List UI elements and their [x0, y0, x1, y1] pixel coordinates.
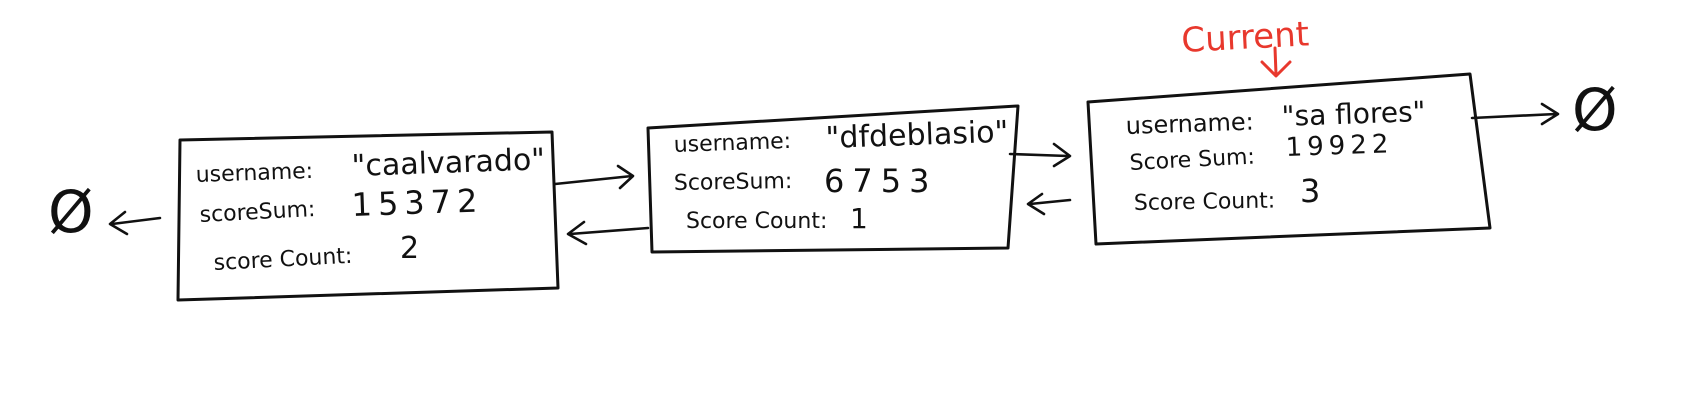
node-3-score-count-label: Score Count:: [1134, 189, 1276, 216]
node-2-box: [646, 104, 1020, 254]
node-1-score-count-value: 2: [400, 231, 419, 266]
prev-arrow-node2-to-node1: [566, 220, 650, 246]
node-1-score-sum-label: scoreSum:: [199, 197, 316, 228]
null-symbol-left: Ø: [48, 178, 94, 246]
node-1-username-value: "caalvarado": [351, 142, 546, 184]
null-symbol-right: Ø: [1572, 76, 1618, 144]
node-1-score-sum-value: 15372: [351, 181, 484, 224]
node-3-box: [1086, 72, 1492, 246]
node-1-username-label: username:: [195, 159, 313, 188]
null-right: Ø: [1572, 76, 1618, 144]
node-2-username-label: username:: [673, 129, 791, 158]
next-arrow-node1-to-node2: [553, 164, 635, 190]
node-3-username-value: "sa flores": [1281, 95, 1426, 133]
node-3: username: "sa flores" Score Sum: 19922 S…: [1086, 72, 1492, 246]
node-1-score-count-label: score Count:: [213, 244, 353, 276]
next-arrow-node2-to-node3: [1008, 142, 1072, 168]
current-label: Current: [1180, 14, 1310, 61]
prev-arrow-node3-to-node2: [1026, 192, 1072, 216]
node-2-score-count-label: Score Count:: [686, 209, 827, 234]
node-2-score-count-value: 1: [850, 202, 868, 235]
node-1: username: "caalvarado" scoreSum: 15372 s…: [176, 130, 560, 302]
node-2-score-sum-value: 6753: [824, 162, 937, 200]
current-pointer: Current: [1180, 14, 1310, 78]
node-1-box: [176, 130, 560, 302]
node-2: username: "dfdeblasio" ScoreSum: 6753 Sc…: [646, 104, 1020, 254]
node-3-score-sum-label: Score Sum:: [1129, 144, 1256, 176]
node-3-score-sum-value: 19922: [1285, 129, 1394, 163]
current-arrow: [1260, 46, 1292, 78]
node-2-username-value: "dfdeblasio": [825, 115, 1009, 156]
node-3-username-label: username:: [1125, 108, 1254, 140]
null-left: Ø: [48, 178, 94, 246]
node-2-score-sum-label: ScoreSum:: [674, 169, 793, 196]
prev-arrow-node1-to-null: [108, 210, 162, 236]
next-arrow-node3-to-null: [1470, 102, 1560, 126]
node-3-score-count-value: 3: [1300, 172, 1320, 210]
